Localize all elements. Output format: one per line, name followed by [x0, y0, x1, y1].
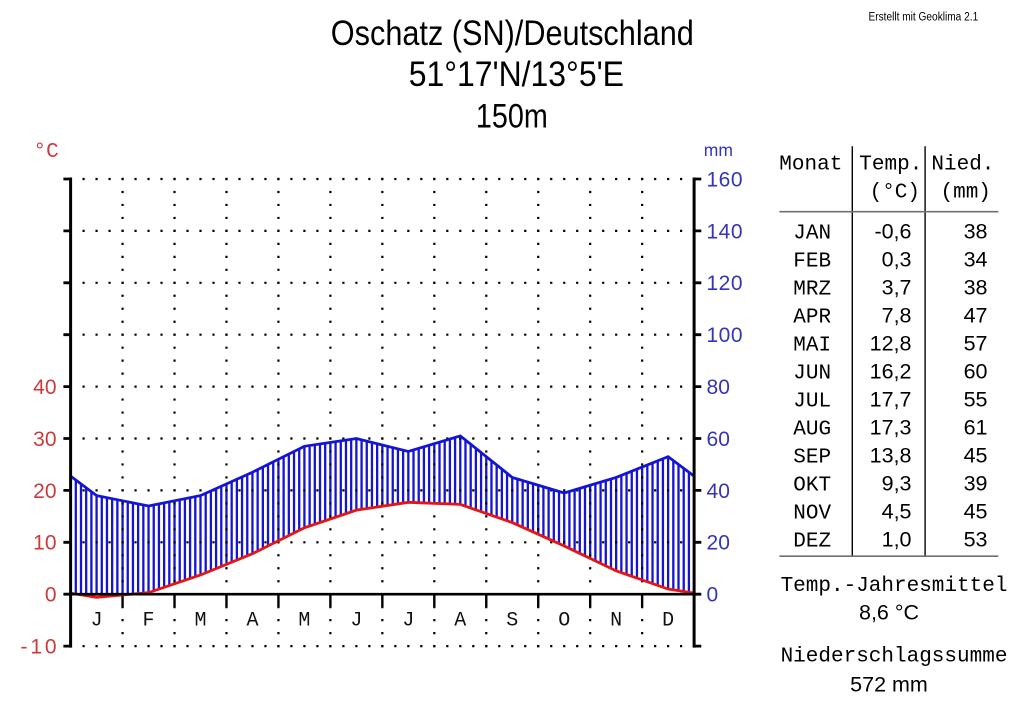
svg-text:0: 0	[707, 584, 719, 607]
svg-text:16,2: 16,2	[870, 360, 912, 384]
svg-text:39: 39	[964, 472, 988, 496]
svg-text:57: 57	[964, 332, 988, 356]
svg-text:J: J	[402, 610, 414, 633]
svg-text:13,8: 13,8	[870, 444, 912, 468]
svg-text:-0,6: -0,6	[874, 220, 911, 244]
svg-text:80: 80	[707, 376, 730, 399]
svg-text:51°17'N/13°5'E: 51°17'N/13°5'E	[409, 55, 624, 94]
svg-text:SEP: SEP	[793, 447, 831, 470]
svg-text:150m: 150m	[476, 98, 548, 136]
svg-text:AUG: AUG	[793, 419, 831, 442]
svg-text:A: A	[454, 610, 466, 633]
svg-text:APR: APR	[793, 307, 831, 330]
svg-text:40: 40	[33, 376, 56, 399]
svg-text:3,7: 3,7	[882, 276, 912, 300]
svg-text:47: 47	[964, 304, 988, 328]
svg-text:Niederschlagssumme: Niederschlagssumme	[781, 646, 1008, 669]
svg-text:0,3: 0,3	[882, 248, 912, 272]
svg-text:40: 40	[707, 480, 730, 503]
svg-text:53: 53	[964, 528, 988, 552]
svg-text:38: 38	[964, 276, 988, 300]
svg-text:J: J	[350, 610, 362, 633]
svg-text:NOV: NOV	[793, 503, 831, 526]
svg-text:A: A	[246, 610, 258, 633]
svg-text:N: N	[610, 610, 622, 633]
svg-text:JAN: JAN	[793, 223, 831, 246]
svg-text:(°C): (°C)	[870, 182, 920, 205]
svg-text:17,3: 17,3	[870, 416, 912, 440]
svg-text:140: 140	[707, 220, 743, 243]
svg-text:JUN: JUN	[793, 363, 831, 386]
svg-text:60: 60	[707, 428, 730, 451]
svg-text:60: 60	[964, 360, 988, 384]
svg-text:O: O	[558, 610, 570, 633]
svg-text:JUL: JUL	[793, 391, 831, 414]
svg-text:Erstellt mit Geoklima 2.1: Erstellt mit Geoklima 2.1	[869, 12, 979, 24]
svg-text:61: 61	[964, 416, 988, 440]
svg-text:Oschatz (SN)/Deutschland: Oschatz (SN)/Deutschland	[331, 14, 694, 53]
svg-text:17,7: 17,7	[870, 388, 912, 412]
svg-text:OKT: OKT	[793, 475, 831, 498]
svg-text:34: 34	[964, 248, 988, 272]
svg-text:10: 10	[33, 532, 56, 555]
svg-text:-10: -10	[21, 636, 57, 659]
svg-text:Monat: Monat	[779, 154, 842, 177]
svg-text:7,8: 7,8	[882, 304, 912, 328]
svg-text:100: 100	[707, 324, 743, 347]
svg-text:F: F	[143, 610, 155, 633]
svg-text:Nied.: Nied.	[931, 154, 994, 177]
svg-text:FEB: FEB	[793, 251, 831, 274]
svg-text:M: M	[298, 610, 310, 633]
svg-text:30: 30	[33, 428, 56, 451]
svg-text:M: M	[194, 610, 206, 633]
svg-text:mm: mm	[704, 140, 733, 160]
svg-text:Temp.: Temp.	[859, 154, 922, 177]
svg-text:DEZ: DEZ	[793, 531, 831, 554]
svg-text:0: 0	[45, 584, 57, 607]
svg-text:MRZ: MRZ	[793, 279, 831, 302]
svg-text:Temp.-Jahresmittel: Temp.-Jahresmittel	[781, 575, 1008, 598]
svg-text:45: 45	[964, 500, 988, 524]
svg-text:55: 55	[964, 388, 988, 412]
svg-text:120: 120	[707, 272, 743, 295]
svg-text:MAI: MAI	[793, 335, 831, 358]
svg-text:160: 160	[707, 168, 743, 191]
svg-text:45: 45	[964, 444, 988, 468]
svg-text:4,5: 4,5	[882, 500, 912, 524]
svg-text:12,8: 12,8	[870, 332, 912, 356]
svg-text:20: 20	[707, 532, 730, 555]
svg-text:1,0: 1,0	[882, 528, 912, 552]
svg-text:20: 20	[33, 480, 56, 503]
svg-text:D: D	[662, 610, 674, 633]
svg-text:(mm): (mm)	[941, 182, 991, 205]
svg-text:J: J	[91, 610, 103, 633]
svg-text:S: S	[506, 610, 518, 633]
svg-text:572 mm: 572 mm	[850, 672, 928, 696]
svg-text:°C: °C	[34, 141, 59, 164]
svg-text:8,6 °C: 8,6 °C	[859, 600, 919, 624]
svg-text:9,3: 9,3	[882, 472, 912, 496]
svg-text:38: 38	[964, 220, 988, 244]
